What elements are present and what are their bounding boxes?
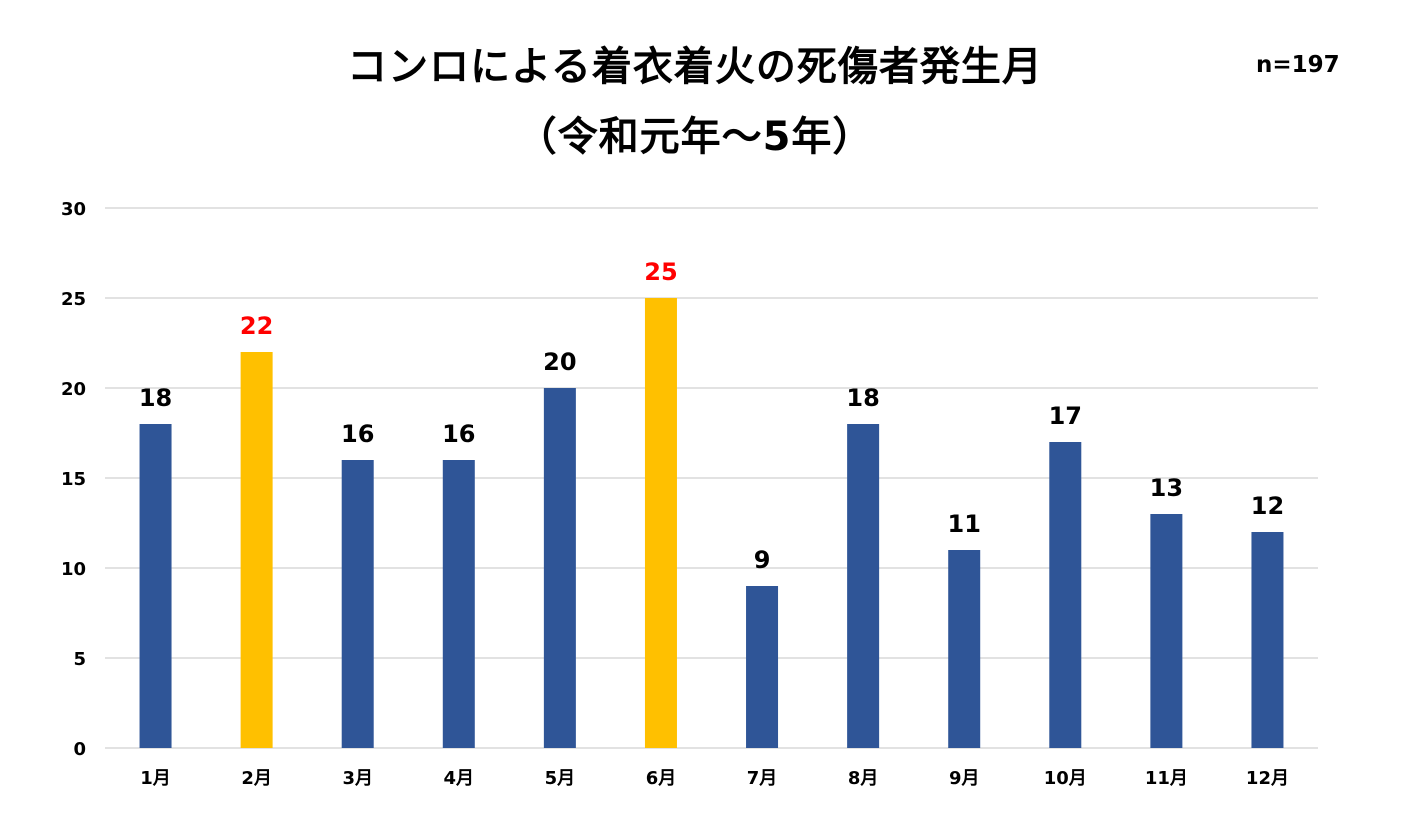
bar-11 <box>1150 514 1183 748</box>
x-tick-label: 3月 <box>342 768 373 789</box>
bar-1 <box>139 424 172 748</box>
bar-2 <box>240 352 273 748</box>
data-label-1: 18 <box>139 384 172 412</box>
data-label-7: 9 <box>754 546 771 574</box>
x-axis-ticks: 1月 2月 3月 4月 5月 6月 7月 8月 9月 10月 11月 12月 <box>140 768 1289 789</box>
data-label-3: 16 <box>341 420 374 448</box>
x-tick-label: 8月 <box>848 768 879 789</box>
y-tick-label: 20 <box>61 379 86 400</box>
data-label-4: 16 <box>442 420 475 448</box>
x-tick-label: 6月 <box>646 768 677 789</box>
bar-8 <box>847 424 880 748</box>
y-axis-ticks: 0 5 10 15 20 25 30 <box>61 199 86 760</box>
data-labels: 18 22 16 16 20 25 9 18 11 17 13 12 <box>139 258 1284 574</box>
bar-7 <box>746 586 779 748</box>
data-label-10: 17 <box>1049 402 1082 430</box>
data-label-6: 25 <box>644 258 677 286</box>
y-tick-label: 15 <box>61 469 86 490</box>
data-label-11: 13 <box>1150 474 1183 502</box>
x-tick-label: 9月 <box>949 768 980 789</box>
y-tick-label: 30 <box>61 199 86 220</box>
x-tick-label: 5月 <box>545 768 576 789</box>
gridlines <box>105 207 1318 749</box>
y-tick-label: 10 <box>61 559 86 580</box>
x-tick-label: 1月 <box>140 768 171 789</box>
bar-9 <box>948 550 981 748</box>
data-label-8: 18 <box>846 384 879 412</box>
x-tick-label: 2月 <box>241 768 272 789</box>
y-tick-label: 25 <box>61 289 86 310</box>
data-label-2: 22 <box>240 312 273 340</box>
bars <box>139 298 1284 748</box>
bar-4 <box>442 460 475 748</box>
sample-size-label: n=197 <box>1256 52 1340 78</box>
chart-title: コンロによる着衣着火の死傷者発生月 <box>347 44 1043 90</box>
bar-5 <box>543 388 576 748</box>
x-tick-label: 4月 <box>444 768 475 789</box>
x-tick-label: 11月 <box>1145 768 1188 789</box>
x-tick-label: 12月 <box>1246 768 1289 789</box>
y-tick-label: 5 <box>73 649 86 670</box>
bar-3 <box>341 460 374 748</box>
data-label-12: 12 <box>1251 492 1284 520</box>
y-tick-label: 0 <box>73 739 86 760</box>
bar-12 <box>1251 532 1284 748</box>
x-tick-label: 10月 <box>1044 768 1087 789</box>
bar-10 <box>1049 442 1082 748</box>
data-label-9: 11 <box>948 510 981 538</box>
bar-6 <box>644 298 677 748</box>
chart-subtitle: （令和元年～5年） <box>516 114 874 160</box>
data-label-5: 20 <box>543 348 576 376</box>
x-tick-label: 7月 <box>747 768 778 789</box>
